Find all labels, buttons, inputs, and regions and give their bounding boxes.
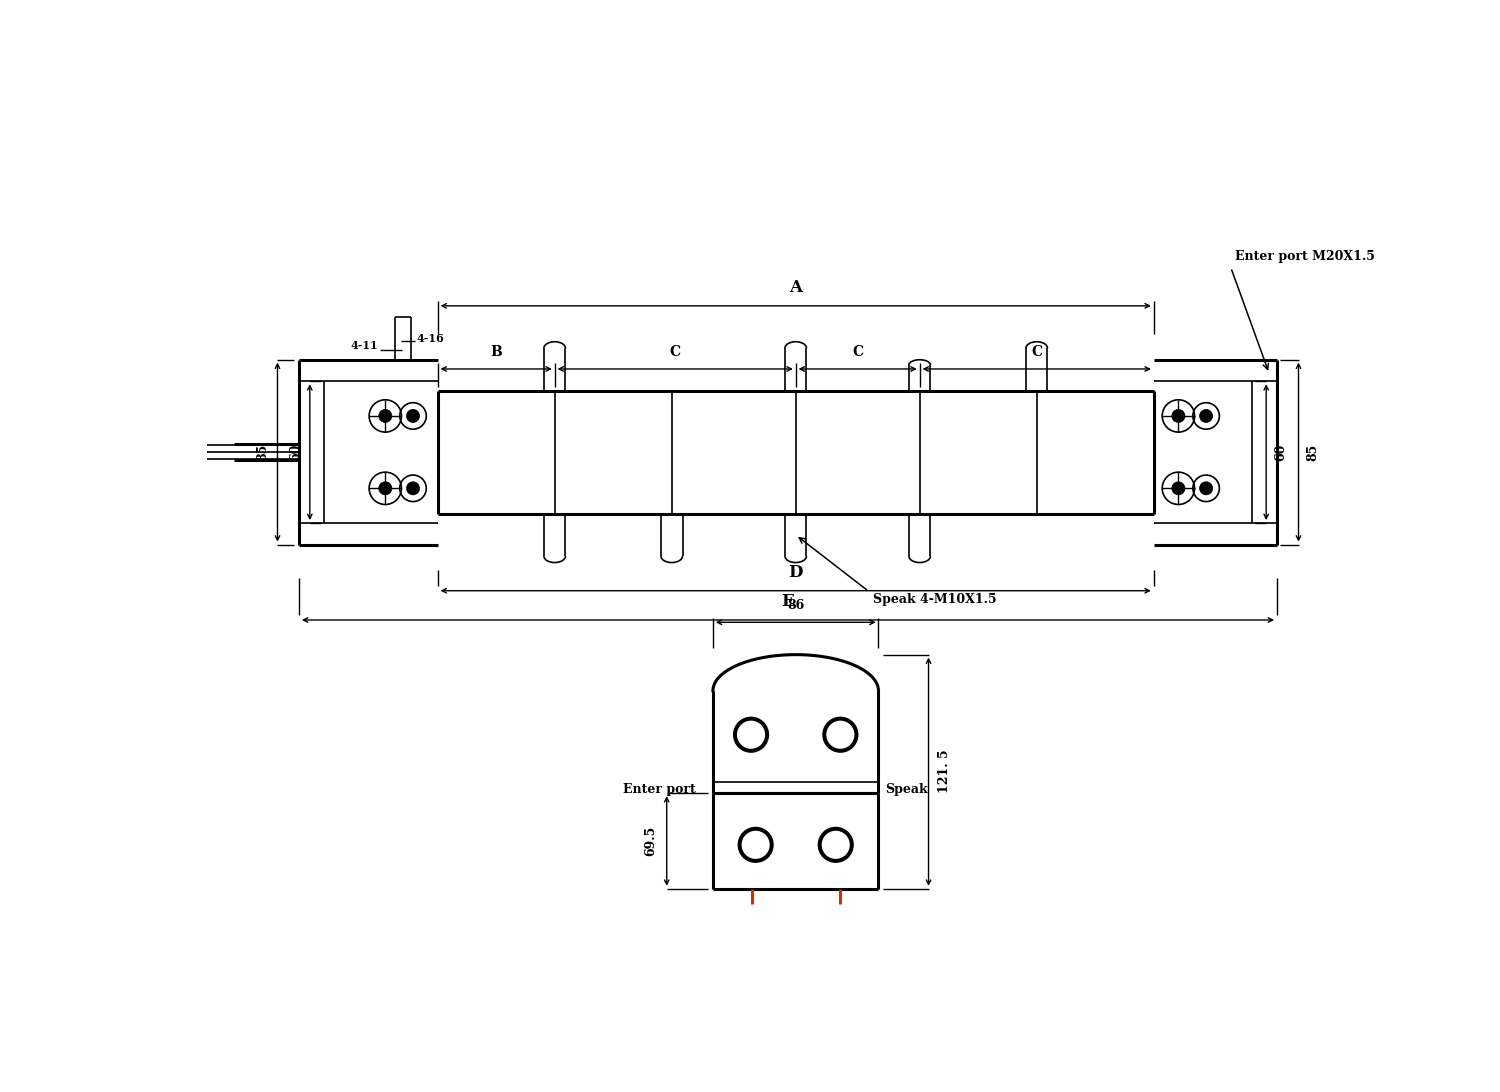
- Text: Enter port M20X1.5: Enter port M20X1.5: [1234, 250, 1374, 263]
- Circle shape: [1200, 410, 1212, 423]
- Text: 4-16: 4-16: [417, 333, 444, 344]
- Circle shape: [406, 482, 420, 495]
- Circle shape: [1172, 482, 1185, 495]
- Text: B: B: [490, 345, 502, 359]
- Circle shape: [378, 410, 392, 423]
- Text: Speak 4-M10X1.5: Speak 4-M10X1.5: [873, 593, 996, 606]
- Text: 69.5: 69.5: [645, 826, 657, 856]
- Text: 86: 86: [788, 600, 804, 613]
- Circle shape: [1200, 482, 1212, 495]
- Text: E: E: [782, 593, 795, 610]
- Circle shape: [378, 482, 392, 495]
- Text: Enter port: Enter port: [622, 783, 696, 796]
- Text: 85: 85: [1306, 443, 1318, 461]
- Text: 4-11: 4-11: [351, 341, 378, 352]
- Text: Speak: Speak: [885, 783, 927, 796]
- Text: D: D: [789, 563, 802, 581]
- Text: 60: 60: [1274, 443, 1287, 461]
- Text: 121. 5: 121. 5: [938, 750, 951, 794]
- Circle shape: [406, 410, 420, 423]
- Text: A: A: [789, 278, 802, 296]
- Text: 60: 60: [290, 443, 302, 461]
- Text: C: C: [669, 345, 681, 359]
- Text: C: C: [852, 345, 862, 359]
- Text: C: C: [1030, 345, 1042, 359]
- Text: 85: 85: [256, 443, 270, 461]
- Circle shape: [1172, 410, 1185, 423]
